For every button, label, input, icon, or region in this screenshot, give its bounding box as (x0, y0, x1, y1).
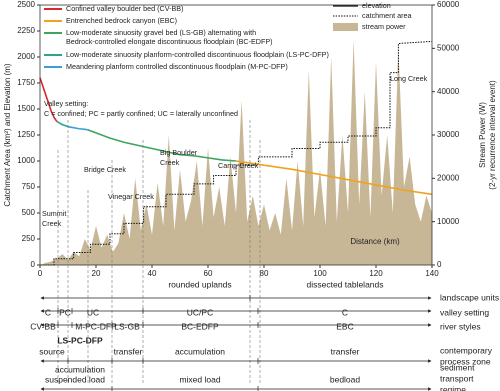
zone-item: LS-PC-DFP (57, 335, 103, 345)
y-tick-label: 250 (22, 234, 36, 243)
x-tick-label: 140 (425, 269, 439, 278)
y-tick-label: 1250 (17, 130, 35, 139)
y-tick-label: 1500 (17, 104, 35, 113)
zone-item: PC (59, 307, 71, 317)
zone-item: transfer (114, 346, 143, 356)
x-tick-label: 0 (38, 269, 43, 278)
zone-item: UC/PC (187, 307, 213, 317)
y-tick-label: 2500 (17, 0, 35, 9)
valley-note: C = confined; PC = partly confined; UC =… (44, 109, 238, 118)
y-tick-label: 2000 (17, 52, 35, 61)
creek-label: Summit (42, 209, 66, 218)
x-tick-label: 80 (260, 269, 269, 278)
zone-label: transport (440, 373, 474, 383)
creek-label: Camp Creek (218, 161, 259, 170)
legend-label: Entrenched bedrock canyon (EBC) (66, 16, 177, 25)
x-tick-label: 60 (204, 269, 213, 278)
creek-label: Bridge Creek (84, 165, 126, 174)
y2-tick-label: 60000 (437, 0, 460, 9)
zone-item: suspended load (45, 374, 105, 384)
y2-tick-label: 20000 (437, 173, 460, 182)
stream-power-area (40, 39, 432, 265)
zone-item: EBC (336, 321, 353, 331)
zone-item: CV-BB (30, 321, 56, 331)
legend-swatch (333, 23, 358, 31)
zone-label: landscape units (440, 292, 499, 302)
y2-axis-label: (2-yr recurrence interval event) (488, 80, 497, 190)
creek-label: Creek (42, 219, 62, 228)
zone-label: sediment (440, 362, 475, 372)
zone-item: C (342, 307, 348, 317)
elevation-line (235, 160, 433, 196)
valley-note: Valley setting: (44, 99, 88, 108)
elevation-line (56, 120, 69, 128)
legend-label: Bedrock-controlled elongate discontinuou… (66, 37, 273, 46)
zone-item: dissected tablelands (306, 279, 383, 289)
y2-axis-label: Stream Power (W) (478, 102, 487, 168)
zone-item: transfer (331, 346, 360, 356)
legend-label: Low-moderate sinuosity planform-controll… (66, 50, 329, 59)
y2-tick-label: 50000 (437, 43, 460, 52)
zone-item: BC-EDFP (181, 321, 219, 331)
x-tick-label: 40 (148, 269, 157, 278)
zone-item: M-PC-DFP (75, 321, 117, 331)
zone-item: accumulation (55, 364, 105, 374)
legend-label: Meandering planform controlled discontin… (66, 62, 288, 71)
zone-item: rounded uplands (168, 279, 231, 289)
legend-label: elevation (362, 1, 391, 10)
x-tick-label: 100 (313, 269, 327, 278)
legend-label: stream power (362, 22, 406, 31)
zone-label: valley setting (440, 307, 489, 317)
zone-item: bedload (330, 374, 361, 384)
elevation-line (87, 129, 237, 162)
zone-label: regime (440, 384, 466, 391)
zone-item: accumulation (175, 346, 225, 356)
creek-label: Long Creek (390, 74, 428, 83)
x-axis-label: Distance (km) (350, 237, 400, 246)
legend-label: Confined valley boulder bed (CV-BB) (66, 4, 183, 13)
x-tick-label: 20 (92, 269, 101, 278)
x-tick-label: 120 (369, 269, 383, 278)
zone-label: contemporary (440, 345, 493, 355)
y-tick-label: 1000 (17, 156, 35, 165)
zone-label: process zone (440, 356, 491, 366)
zone-item: source (39, 346, 65, 356)
y-axis-label: Catchment Area (km²) and Elevation (m) (3, 63, 12, 206)
y-tick-label: 750 (22, 182, 36, 191)
y-tick-label: 1750 (17, 78, 35, 87)
creek-label: Creek (160, 158, 180, 167)
zone-item: mixed load (179, 374, 220, 384)
y2-tick-label: 30000 (437, 130, 460, 139)
creek-label: Vinegar Creek (108, 192, 154, 201)
y-tick-label: 0 (31, 260, 36, 269)
y-tick-label: 500 (22, 208, 36, 217)
zone-item: UC (87, 307, 99, 317)
zone-item: LS-GB (114, 321, 140, 331)
y2-tick-label: 40000 (437, 87, 460, 96)
creek-label: Big Boulder (160, 148, 198, 157)
y-tick-label: 2250 (17, 26, 35, 35)
zone-item: C (45, 307, 51, 317)
legend-label: Low-moderate sinuosity gravel bed (LS-GB… (66, 28, 256, 37)
zone-label: river styles (440, 321, 481, 331)
elevation-line (67, 125, 88, 131)
legend-label: catchment area (362, 11, 412, 20)
y2-tick-label: 0 (437, 260, 442, 269)
elevation-line (39, 77, 58, 122)
y2-tick-label: 10000 (437, 217, 460, 226)
